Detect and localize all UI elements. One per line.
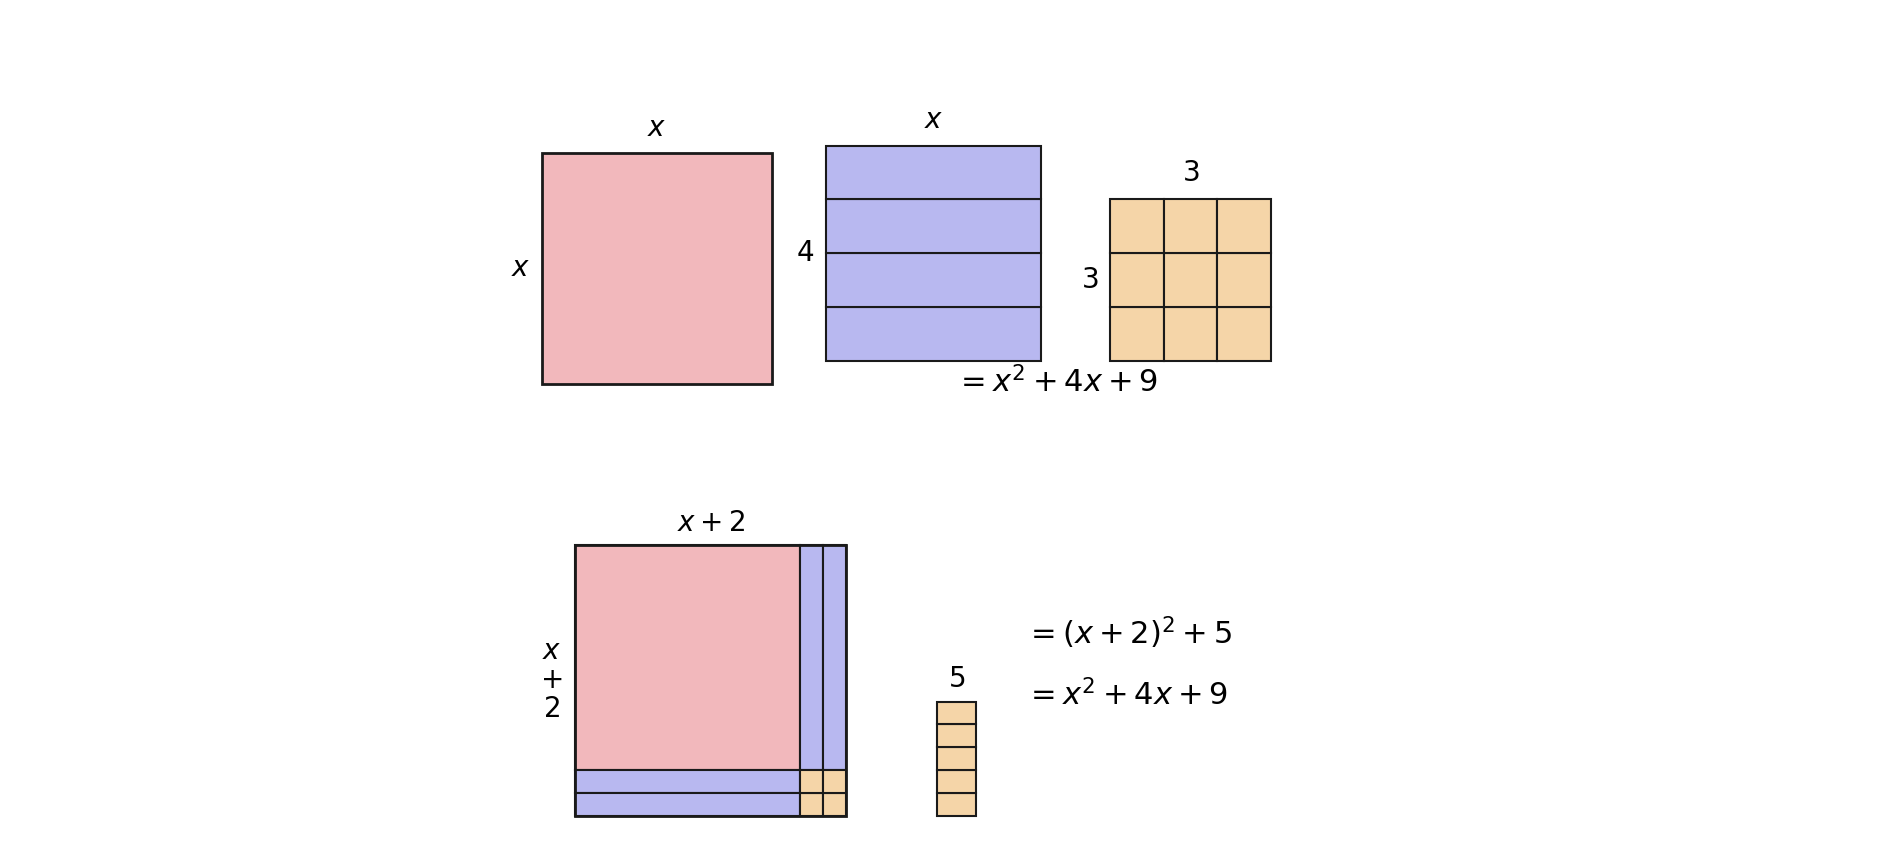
Text: $3$: $3$ [1182,160,1199,187]
Bar [576,793,800,816]
Text: $5$: $5$ [949,666,965,693]
Bar [1163,253,1218,307]
Bar [1110,199,1163,253]
Text: $3$: $3$ [1080,267,1099,294]
Bar [1110,253,1163,307]
Bar [826,146,1041,199]
Text: $4$: $4$ [796,240,815,267]
Bar [937,770,977,793]
Bar [826,199,1041,253]
Text: $x$: $x$ [512,255,531,282]
Text: $= x^2 + 4x + 9$: $= x^2 + 4x + 9$ [1026,680,1229,712]
Bar [1163,199,1218,253]
Text: $x+2$: $x+2$ [678,510,745,537]
Text: $x$
$+$
$2$: $x$ $+$ $2$ [540,638,563,723]
Bar [576,545,800,770]
Bar [542,154,772,384]
Bar [576,770,800,793]
Text: $x$: $x$ [647,115,666,142]
Bar [937,724,977,747]
Bar [800,545,822,770]
Bar [822,793,847,816]
Bar [1110,307,1163,360]
Bar [1163,307,1218,360]
Bar [937,793,977,816]
Bar [826,253,1041,307]
Bar [1218,253,1270,307]
Bar [576,545,847,816]
Text: $= (x+2)^2 + 5$: $= (x+2)^2 + 5$ [1026,614,1233,652]
Text: $= x^2 + 4x + 9$: $= x^2 + 4x + 9$ [954,366,1157,399]
Bar [937,701,977,724]
Bar [822,545,847,770]
Bar [1218,199,1270,253]
Text: $x$: $x$ [924,107,943,134]
Bar [826,307,1041,360]
Bar [822,770,847,793]
Bar [1218,307,1270,360]
Bar [800,770,822,793]
Bar [937,747,977,770]
Bar [800,793,822,816]
